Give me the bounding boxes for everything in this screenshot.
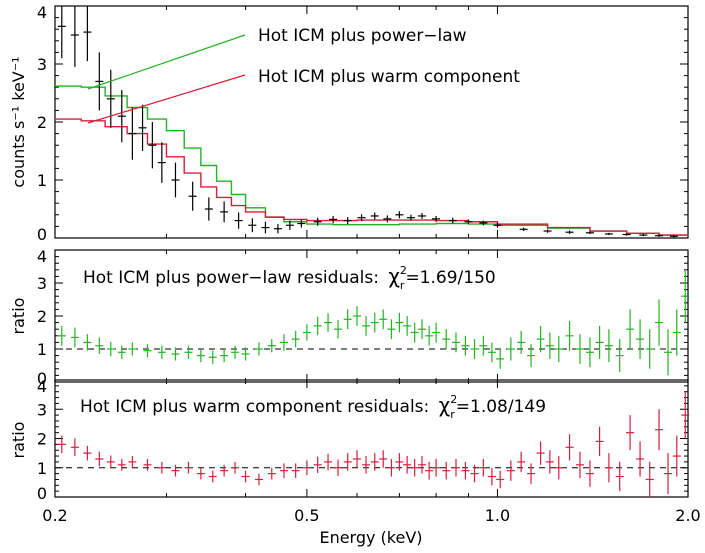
x-axis-label: Energy (keV) (319, 528, 422, 547)
panel-residuals-warm: 0 1 2 3 4 ratio Hot ICM plus warm component re… (9, 377, 701, 547)
legend-pointer (87, 74, 246, 124)
residual-annotation: Hot ICM plus warm component residuals: χ… (80, 393, 546, 421)
chi-subscript: r (400, 279, 405, 292)
y-tick-label: 3 (37, 274, 47, 293)
y-tick-label: 4 (37, 3, 47, 22)
x-tick-label: 2.0 (675, 506, 700, 525)
model-line-0 (55, 85, 689, 237)
y-tick-label: 4 (37, 247, 47, 266)
annotation-text: Hot ICM plus warm component residuals: (80, 397, 435, 417)
y-tick-label: 2 (37, 430, 47, 449)
panel-spectrum: 0 1 2 3 4 counts s⁻¹ keV⁻¹ Hot ICM plus power−… (9, 3, 689, 244)
annotation-text: Hot ICM plus power−law residuals: (83, 268, 384, 288)
y-tick-label: 0 (37, 484, 47, 503)
y-tick-label: 4 (37, 377, 47, 396)
y-tick-label: 3 (37, 55, 47, 74)
chi-subscript: r (450, 408, 455, 421)
panel-residuals-powerlaw: 0 1 2 3 4 ratio Hot ICM plus power−law residua… (9, 247, 690, 388)
y-axis-label: counts s⁻¹ keV⁻¹ (9, 56, 28, 187)
residual-annotation: Hot ICM plus power−law residuals: χ2 r=1.… (83, 264, 496, 292)
series-data (57, 6, 678, 238)
y-tick-label: 1 (37, 340, 47, 359)
chi-symbol: χ (439, 393, 451, 417)
legend-label: Hot ICM plus power−law (258, 26, 467, 46)
legend-label: Hot ICM plus warm component (258, 67, 520, 87)
y-tick-label: 3 (37, 400, 47, 419)
y-tick-label: 0 (37, 225, 47, 244)
y-tick-label: 0 (37, 369, 47, 388)
chi-value: =1.08/149 (456, 397, 546, 417)
chi-superscript: 2 (400, 264, 407, 277)
y-axis-label: ratio (9, 422, 28, 459)
y-tick-label: 2 (37, 307, 47, 326)
y-axis-label: ratio (9, 298, 28, 335)
legend-pointer (87, 34, 246, 90)
chi-superscript: 2 (450, 393, 457, 406)
chi-value: =1.69/150 (405, 268, 495, 288)
y-tick-label: 1 (37, 171, 47, 190)
y-tick-label: 1 (37, 459, 47, 478)
series-residuals (57, 391, 690, 497)
chi-symbol: χ (388, 264, 400, 288)
x-tick-label: 1.0 (485, 506, 510, 525)
model-line-1 (55, 118, 689, 237)
y-tick-label: 2 (37, 113, 47, 132)
x-tick-label: 0.2 (42, 506, 67, 525)
x-tick-label: 0.5 (294, 506, 319, 525)
series-residuals (57, 269, 690, 376)
